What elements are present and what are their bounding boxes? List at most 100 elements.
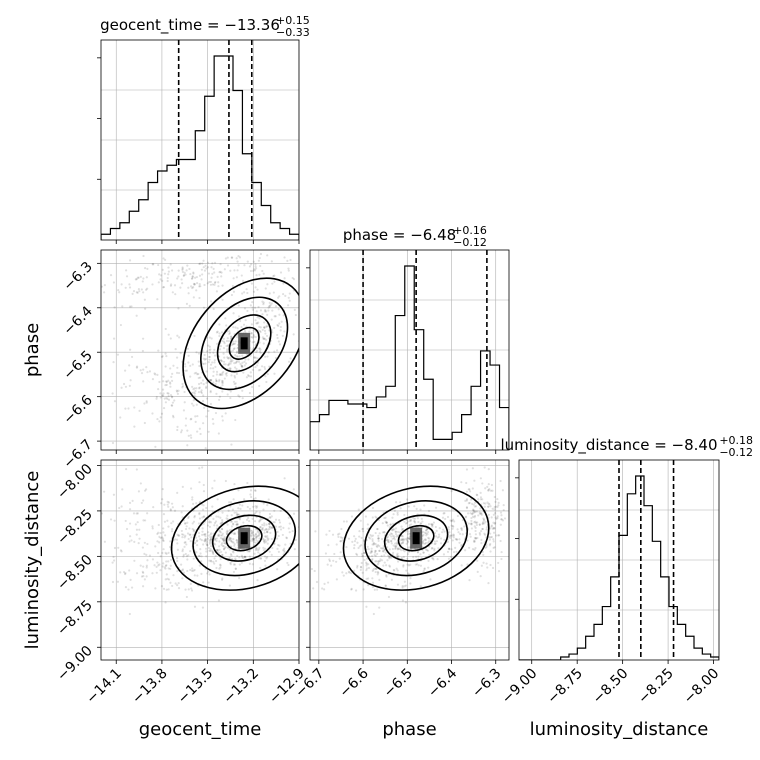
sample-point	[195, 387, 198, 390]
sample-point	[146, 512, 149, 515]
sample-point	[235, 360, 238, 364]
sample-point	[138, 409, 141, 412]
sample-point	[193, 605, 197, 608]
sample-point	[235, 351, 239, 354]
panel-phase-luminosity_distance: −6.7 −6.6 −6.5 −6.4 −6.3	[292, 459, 510, 701]
panel-plot-area	[310, 250, 509, 450]
sample-point	[218, 563, 222, 566]
sample-point	[384, 551, 387, 554]
sample-point	[203, 358, 206, 361]
sample-point	[250, 335, 253, 339]
sample-point	[293, 308, 296, 311]
sample-point	[481, 482, 484, 485]
sample-point	[365, 567, 369, 570]
sample-point	[404, 522, 408, 525]
sample-point	[213, 521, 217, 525]
sample-point	[122, 570, 126, 574]
sample-point	[438, 535, 441, 538]
sample-point	[487, 505, 490, 508]
sample-point	[273, 280, 276, 283]
sample-point	[209, 533, 212, 536]
sample-point	[413, 520, 416, 523]
sample-point	[273, 326, 276, 330]
sample-point	[450, 519, 453, 522]
sample-point	[250, 323, 254, 326]
sample-point	[230, 554, 233, 557]
sample-point	[496, 517, 499, 520]
sample-point	[201, 262, 204, 265]
sample-point	[203, 539, 206, 542]
sample-point	[371, 539, 374, 543]
sample-point	[353, 544, 356, 547]
sample-point	[258, 329, 261, 333]
sample-point	[161, 388, 165, 391]
sample-point	[170, 283, 173, 286]
sample-point	[206, 261, 210, 264]
title-plus-luminosity_distance: +0.18	[719, 434, 753, 447]
sample-point	[478, 531, 481, 535]
sample-point	[192, 557, 195, 560]
sample-point	[157, 349, 160, 352]
sample-point	[139, 369, 142, 372]
sample-point	[208, 573, 211, 576]
sample-point	[368, 537, 372, 540]
sample-point	[221, 381, 224, 384]
sample-point	[310, 243, 312, 245]
sample-point	[171, 584, 174, 588]
sample-point	[473, 514, 477, 518]
sample-point	[184, 273, 187, 276]
sample-point	[360, 552, 364, 555]
sample-point	[266, 504, 269, 507]
sample-point	[468, 501, 471, 505]
sample-point	[183, 541, 186, 544]
sample-point	[457, 531, 460, 534]
sample-point	[372, 543, 375, 546]
sample-point	[386, 535, 390, 538]
sample-point	[203, 353, 206, 357]
sample-point	[165, 588, 168, 591]
sample-point	[233, 563, 237, 566]
sample-point	[229, 563, 232, 566]
sample-point	[255, 510, 258, 513]
title-plus-geocent_time: +0.15	[276, 14, 310, 27]
sample-point	[232, 551, 235, 554]
x-tick-label: −14.1	[83, 666, 125, 708]
sample-point	[476, 559, 479, 562]
sample-point	[482, 518, 486, 521]
sample-point	[265, 325, 268, 328]
sample-point	[166, 519, 169, 522]
sample-point	[208, 525, 212, 528]
sample-point	[240, 561, 243, 564]
sample-point	[239, 319, 242, 323]
sample-point	[232, 380, 236, 383]
sample-point	[225, 344, 228, 348]
sample-point	[384, 584, 387, 588]
sample-point	[162, 375, 165, 378]
sample-point	[474, 546, 477, 550]
sample-point	[193, 387, 196, 390]
sample-point	[320, 293, 322, 295]
sample-point	[283, 477, 286, 480]
sample-point	[121, 488, 124, 491]
sample-point	[406, 521, 409, 525]
sample-point	[217, 285, 220, 288]
sample-point	[212, 560, 215, 563]
sample-point	[229, 537, 233, 540]
sample-point	[264, 547, 267, 550]
sample-point	[384, 516, 387, 519]
sample-point	[429, 578, 432, 581]
sample-point	[187, 516, 190, 520]
sample-point	[251, 538, 254, 541]
sample-point	[424, 548, 428, 551]
sample-point	[206, 266, 210, 269]
sample-point	[251, 517, 254, 520]
sample-point	[128, 569, 131, 572]
sample-point	[49, 525, 51, 527]
sample-point	[237, 394, 240, 397]
sample-point	[451, 534, 454, 537]
panel-frame	[100, 39, 300, 241]
sample-point	[365, 562, 368, 565]
sample-point	[234, 385, 237, 388]
sample-point	[436, 558, 439, 561]
y-tick-label: −6.5	[60, 348, 95, 383]
